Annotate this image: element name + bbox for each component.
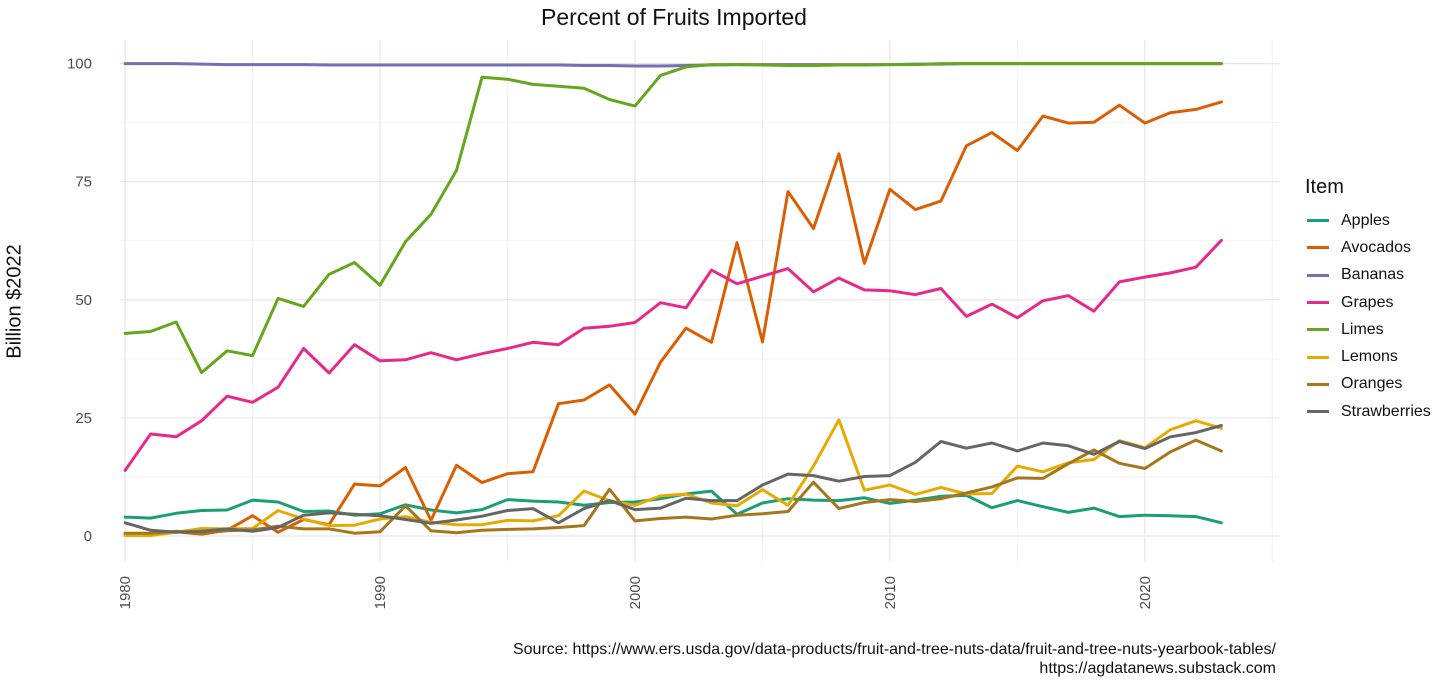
- series-line-lemons: [123, 418, 1223, 537]
- legend-item-strawberries: Strawberries: [1305, 398, 1431, 425]
- x-tick-label: 2020: [1137, 576, 1154, 609]
- legend-swatch: [1307, 328, 1329, 332]
- series-line-oranges: [123, 438, 1223, 535]
- legend-swatch: [1307, 273, 1329, 277]
- source-line-2: https://agdatanews.substack.com: [1039, 660, 1276, 677]
- y-tick-label: 50: [75, 292, 92, 309]
- legend-item-oranges: Oranges: [1305, 371, 1431, 398]
- series-line-grapes: [123, 238, 1223, 472]
- legend-label: Apples: [1341, 211, 1390, 229]
- legend-label: Strawberries: [1341, 402, 1431, 420]
- legend-item-grapes: Grapes: [1305, 289, 1431, 316]
- legend-label: Grapes: [1341, 293, 1394, 311]
- legend-swatch: [1307, 382, 1329, 386]
- legend-item-lemons: Lemons: [1305, 343, 1431, 370]
- source-line-1: Source: https://www.ers.usda.gov/data-pr…: [512, 641, 1276, 658]
- y-tick-label: 25: [75, 410, 92, 427]
- legend-item-apples: Apples: [1305, 207, 1431, 234]
- legend: Item Apples Avocados Bananas Grapes Limes Lem…: [1305, 176, 1431, 425]
- x-tick-label: 1980: [117, 576, 134, 609]
- series-line-limes: [123, 62, 1223, 375]
- legend-swatch: [1307, 355, 1329, 359]
- legend-swatch: [1307, 410, 1329, 414]
- legend-item-bananas: Bananas: [1305, 262, 1431, 289]
- source-caption: Source: https://www.ers.usda.gov/data-pr…: [513, 640, 1276, 678]
- legend-swatch: [1307, 301, 1329, 305]
- legend-item-limes: Limes: [1305, 316, 1431, 343]
- legend-label: Lemons: [1341, 348, 1398, 366]
- legend-item-avocados: Avocados: [1305, 234, 1431, 261]
- x-tick-label: 2000: [627, 576, 644, 609]
- legend-label: Avocados: [1341, 238, 1411, 256]
- y-tick-label: 100: [67, 56, 92, 73]
- series-line-strawberries: [123, 424, 1223, 534]
- y-tick-label: 0: [84, 528, 92, 545]
- x-tick-label: 2010: [882, 576, 899, 609]
- legend-label: Oranges: [1341, 375, 1403, 393]
- x-tick-label: 1990: [372, 576, 389, 609]
- y-tick-label: 75: [75, 174, 92, 191]
- legend-title: Item: [1305, 176, 1344, 198]
- legend-swatch: [1307, 246, 1329, 250]
- legend-label: Bananas: [1341, 266, 1405, 284]
- legend-label: Limes: [1341, 320, 1384, 338]
- legend-swatch: [1307, 219, 1329, 223]
- chart-title: Percent of Fruits Imported: [541, 4, 807, 30]
